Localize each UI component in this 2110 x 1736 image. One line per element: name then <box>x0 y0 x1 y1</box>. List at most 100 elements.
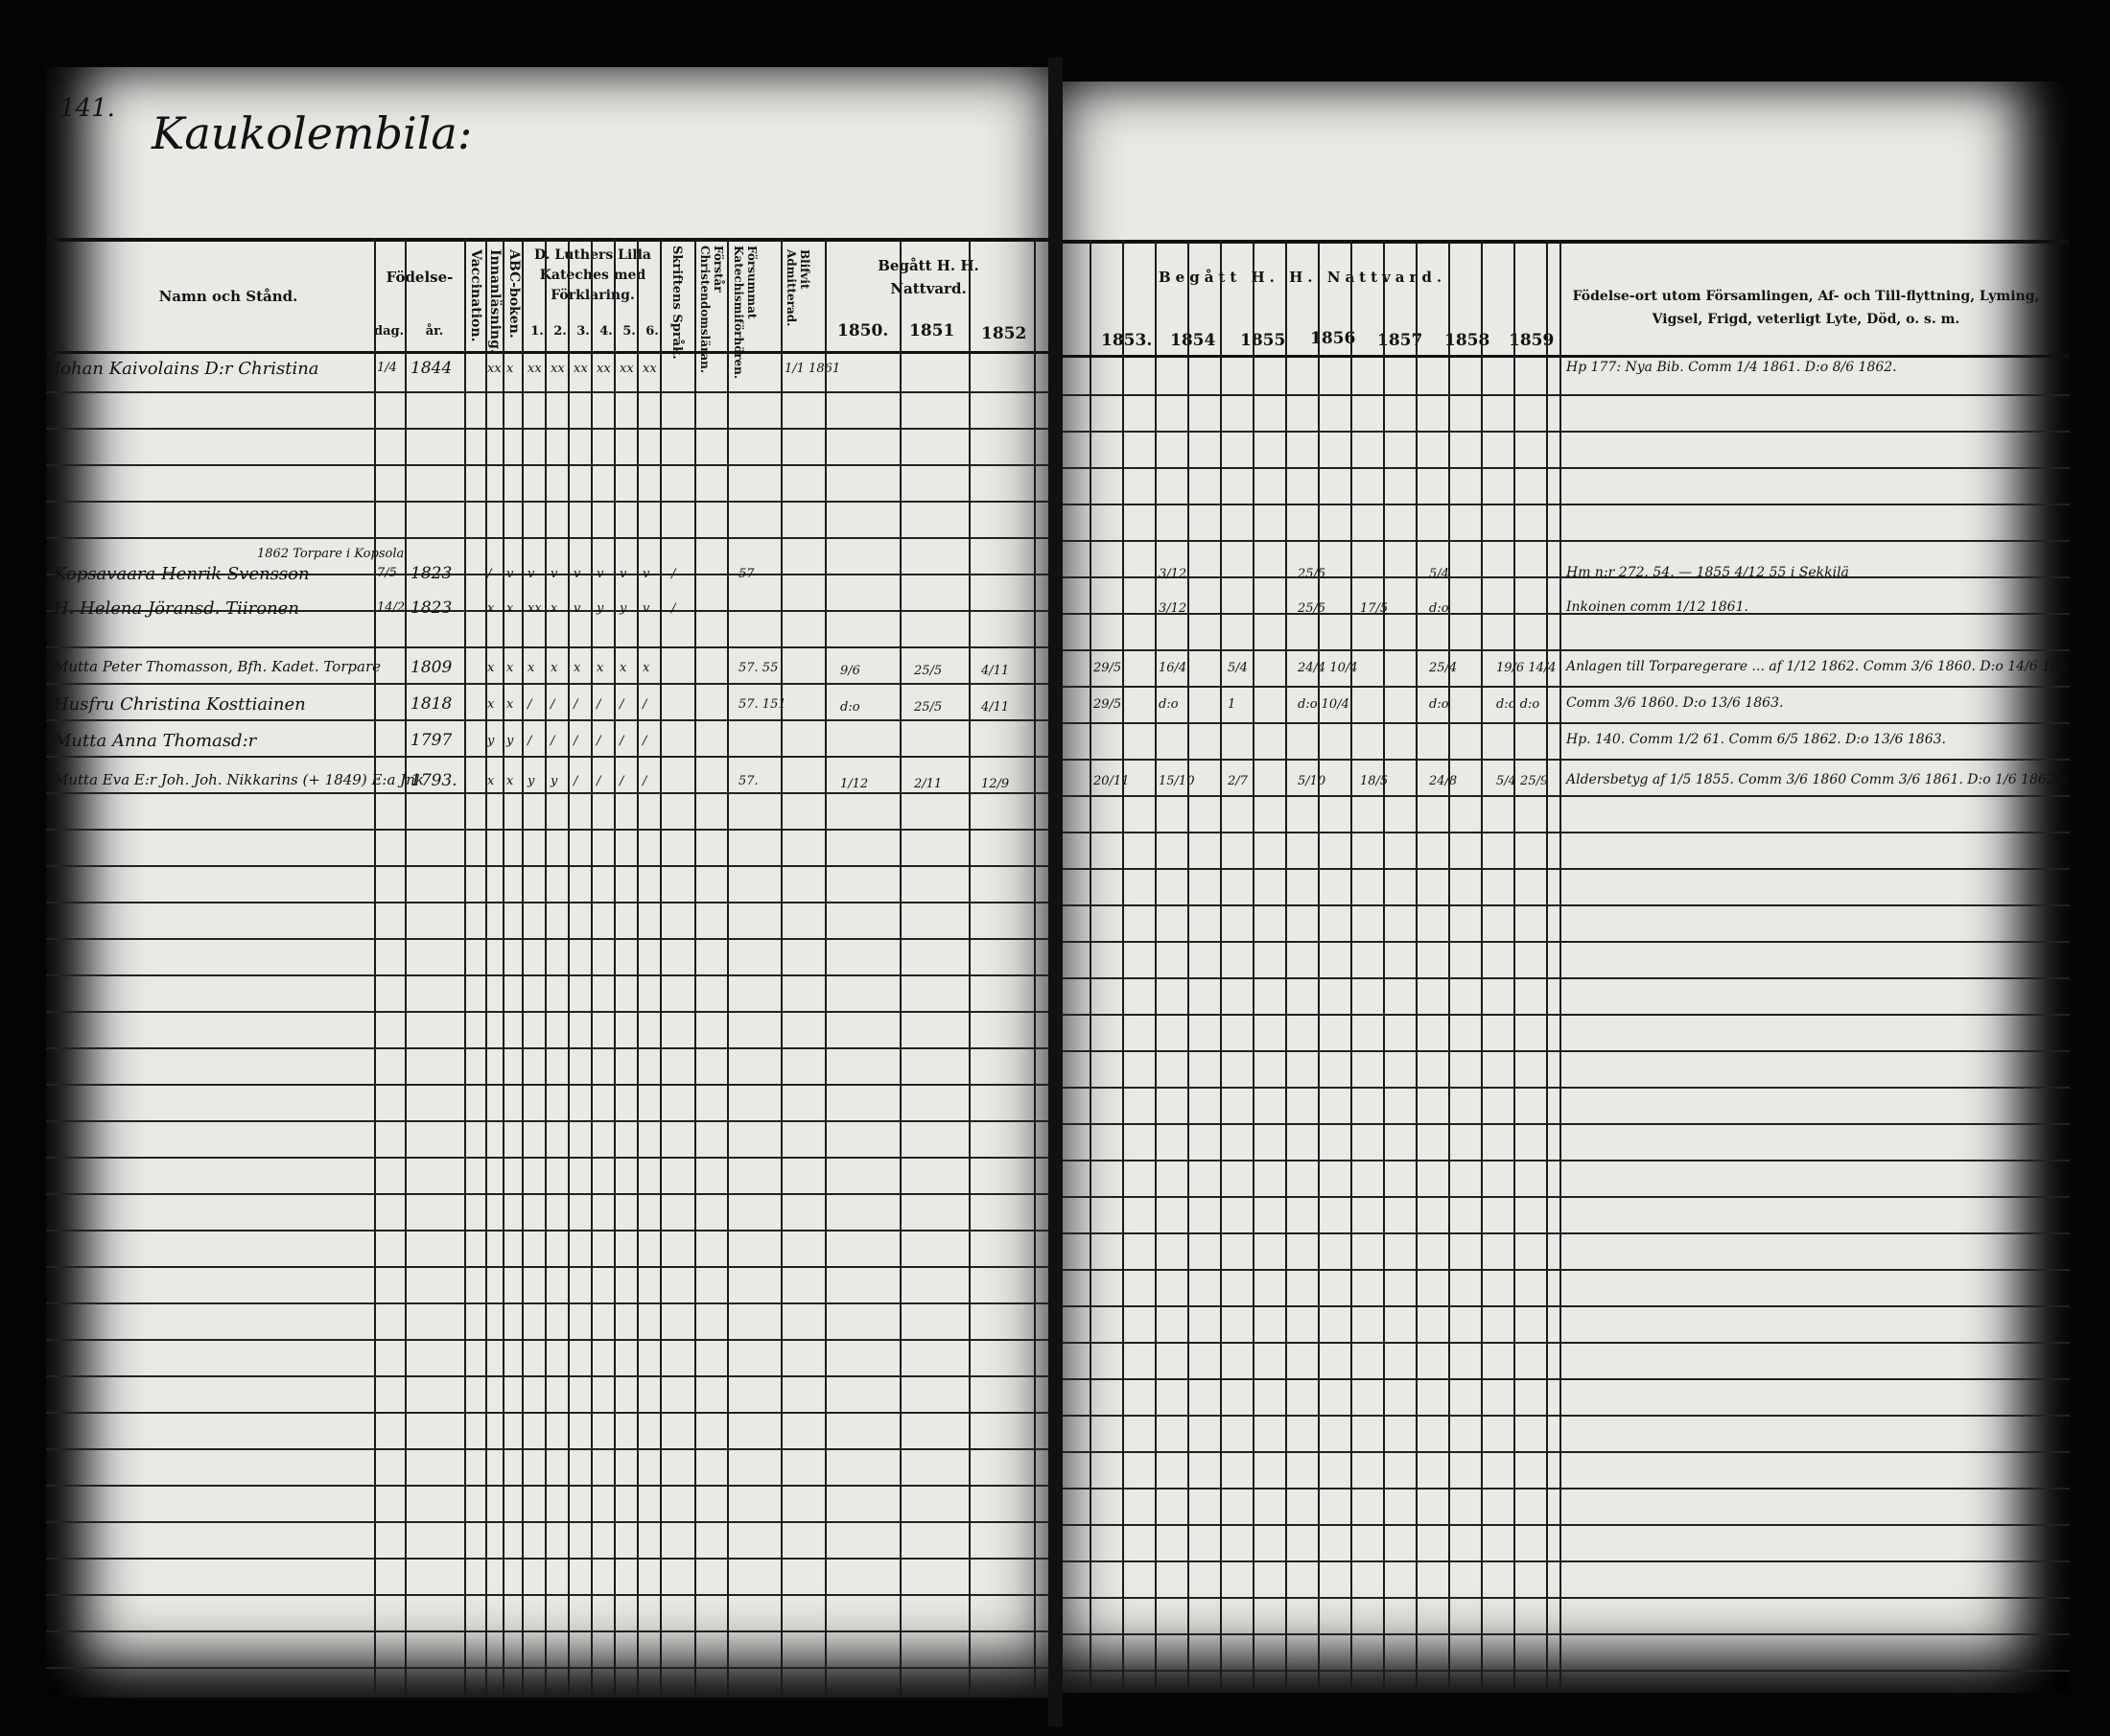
communion-date: 17/5 <box>1360 601 1389 616</box>
reading-mark: / <box>643 774 647 788</box>
luther-col: 5. <box>622 324 636 339</box>
communion-date: 4/11 <box>981 664 1010 678</box>
communion-date: 1 <box>1228 697 1236 712</box>
header-nattvard-right: Begått H. H. Nattvard. <box>1159 269 1447 286</box>
header-vaccination: Vaccination. <box>468 249 483 342</box>
column-line <box>1546 240 1548 1693</box>
header-innanlasning: Innanläsning. <box>487 249 503 354</box>
column-line <box>568 238 570 1698</box>
communion-date: 1/12 <box>840 777 869 791</box>
table-top-rule <box>46 238 1048 242</box>
reading-mark: x <box>574 661 581 675</box>
communion-date: 3/12 <box>1159 601 1187 616</box>
year-1859: 1859 <box>1509 331 1555 350</box>
communion-date: d:o <box>840 700 860 715</box>
communion-date: 25/5 <box>1298 567 1326 581</box>
column-line <box>374 238 376 1698</box>
birth-day: 7/5 <box>377 566 397 580</box>
communion-date: 5/4 <box>1429 567 1449 581</box>
reading-mark: x <box>506 697 514 712</box>
forsummat-value: 57. <box>738 774 759 788</box>
column-line <box>969 238 971 1698</box>
reading-mark: xx <box>487 362 502 376</box>
reading-mark: x <box>528 661 535 675</box>
column-line <box>614 238 616 1698</box>
communion-date: 20/11 <box>1093 774 1130 788</box>
reading-mark: x <box>487 774 495 788</box>
column-line <box>1350 240 1352 1693</box>
birth-day: 1/4 <box>377 361 397 375</box>
reading-mark: / <box>528 697 532 712</box>
reading-mark: x <box>487 697 495 712</box>
communion-date: d:o d:o <box>1496 697 1540 712</box>
header-bottom-rule <box>46 351 1048 354</box>
header-birth: Födelse- <box>386 269 454 286</box>
reading-mark: x <box>487 661 495 675</box>
reading-mark: / <box>487 567 492 581</box>
year-1855: 1855 <box>1240 331 1286 350</box>
reading-mark: xx <box>574 362 588 376</box>
communion-date: 25/4 <box>1429 661 1458 675</box>
header-name: Namn och Stånd. <box>158 288 298 305</box>
communion-date: 24/4 10/4 <box>1298 661 1358 675</box>
reading-mark: x <box>506 661 514 675</box>
reading-mark: / <box>551 697 555 712</box>
year-1853: 1853. <box>1101 331 1153 350</box>
reading-mark: v <box>574 601 581 616</box>
communion-date: d:o 10/4 <box>1298 697 1349 712</box>
reading-mark: x <box>506 774 514 788</box>
skrift-mark: / <box>671 601 676 616</box>
reading-mark: / <box>574 697 578 712</box>
reading-mark: xx <box>551 362 565 376</box>
reading-mark: x <box>551 601 558 616</box>
remark-note: Aldersbetyg af 1/5 1855. Comm 3/6 1860 C… <box>1566 772 2070 787</box>
reading-mark: y <box>620 601 627 616</box>
column-line <box>1559 240 1561 1693</box>
header-skrift: Skriftens Språk. <box>669 246 684 360</box>
communion-date: 29/5 <box>1093 697 1122 712</box>
birth-year: 1844 <box>410 359 453 378</box>
reading-mark: v <box>528 567 535 581</box>
communion-date: 12/9 <box>981 777 1010 791</box>
name-annotation: 1862 Torpare i Kopsola <box>257 547 405 561</box>
communion-date: 2/7 <box>1228 774 1248 788</box>
reading-mark: / <box>620 774 624 788</box>
column-line <box>1285 240 1287 1693</box>
column-line <box>545 238 547 1698</box>
person-name: Kopsavaara Henrik Svensson <box>54 564 310 584</box>
reading-mark: y <box>506 734 514 748</box>
communion-date: d:o <box>1429 601 1449 616</box>
reading-mark: x <box>620 661 627 675</box>
reading-mark: v <box>574 567 581 581</box>
luther-col: 1. <box>530 324 544 339</box>
column-line <box>1187 240 1189 1693</box>
remark-note: Hp. 140. Comm 1/2 61. Comm 6/5 1862. D:o… <box>1566 732 1946 747</box>
remark-note: Hm n:r 272. 54. — 1855 4/12 55 i Sekkilä <box>1566 565 1849 580</box>
column-line <box>1383 240 1385 1693</box>
reading-mark: v <box>506 567 514 581</box>
communion-date: d:o <box>1159 697 1179 712</box>
reading-mark: v <box>620 567 627 581</box>
birth-day: 14/2 <box>377 600 406 615</box>
communion-date: d:o <box>1429 697 1449 712</box>
column-line <box>1448 240 1450 1693</box>
ruled-lines <box>46 357 1048 1698</box>
column-line <box>781 238 783 1698</box>
admitted-date: 1/1 1861 <box>785 362 841 376</box>
luther-col: 4. <box>599 324 613 339</box>
communion-date: 25/5 <box>1298 601 1326 616</box>
column-line <box>1122 240 1124 1693</box>
column-line <box>503 238 504 1698</box>
luther-col: 6. <box>645 324 659 339</box>
column-line <box>1034 238 1036 1698</box>
reading-mark: / <box>620 697 624 712</box>
column-line <box>1155 240 1157 1693</box>
header-birth-day: dag. <box>374 324 405 339</box>
birth-year: 1797 <box>410 731 453 750</box>
year-1851: 1851 <box>909 321 955 340</box>
column-line <box>1090 240 1091 1693</box>
communion-date: 3/12 <box>1159 567 1187 581</box>
reading-mark: xx <box>620 362 634 376</box>
column-line <box>1513 240 1515 1693</box>
header-birth-year: år. <box>425 324 444 339</box>
